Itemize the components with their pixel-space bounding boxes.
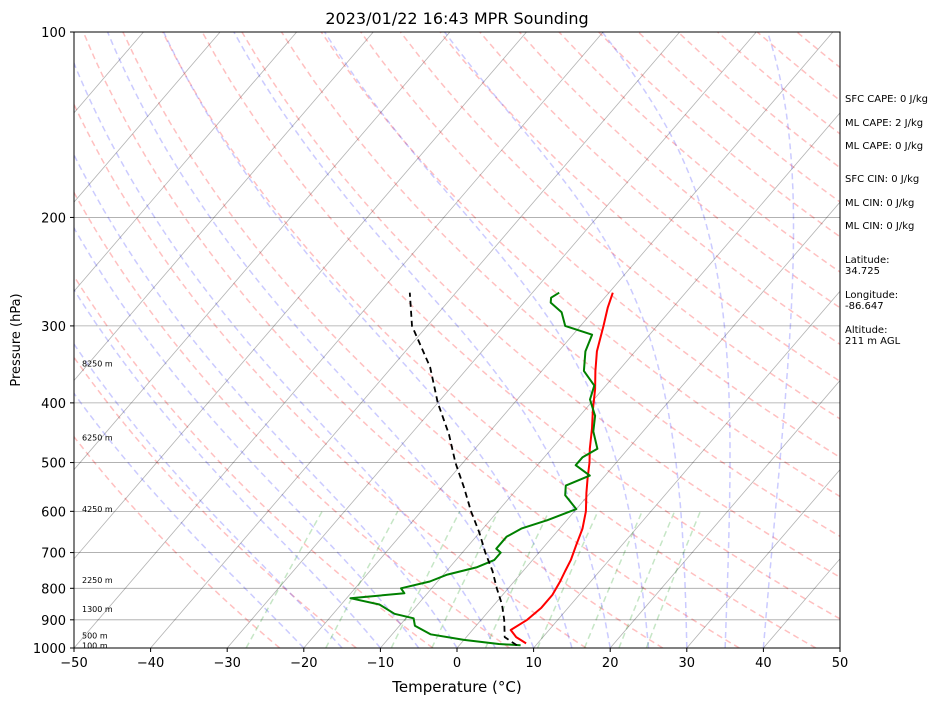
y-tick-label: 400: [41, 397, 66, 412]
mixing-ratio-line: [246, 511, 322, 648]
y-tick-label: 800: [41, 582, 66, 597]
ml-cin-text: ML CIN: 0 J/kg: [845, 198, 914, 209]
x-tick-label: −10: [367, 656, 394, 671]
ml-cape-text: ML CAPE: 2 J/kg: [845, 118, 923, 129]
isotherm-line: [227, 32, 756, 648]
mixing-ratio-line: [646, 511, 700, 648]
isotherm-line: [0, 32, 450, 648]
x-tick-label: 30: [679, 656, 696, 671]
longitude-text: Longitude: -86.647: [845, 290, 898, 312]
altitude-text: Altitude: 211 m AGL: [845, 325, 900, 347]
height-label: 8250 m: [82, 359, 113, 368]
x-tick-label: −20: [290, 656, 317, 671]
y-tick-label: 100: [41, 26, 66, 41]
y-tick-label: 900: [41, 614, 66, 629]
height-label: 6250 m: [82, 433, 113, 442]
y-tick-label: 300: [41, 320, 66, 335]
height-label: 1300 m: [82, 605, 113, 614]
moist-adiabat-line: [62, 32, 495, 648]
isotherm-line: [74, 32, 603, 648]
mixing-ratio-line: [391, 511, 460, 648]
moist-adiabat-line: [234, 32, 610, 648]
x-tick-label: −30: [213, 656, 240, 671]
dry-adiabat-line: [44, 32, 587, 648]
y-tick-label: 600: [41, 505, 66, 520]
dry-adiabat-line: [202, 32, 892, 648]
mixing-ratio-line: [538, 511, 598, 648]
isotherm-line: [380, 32, 909, 648]
y-tick-label: 500: [41, 457, 66, 472]
height-label: 100 m: [82, 641, 108, 650]
ml-cape-text-2: ML CAPE: 0 J/kg: [845, 141, 923, 152]
height-label: 500 m: [82, 632, 108, 641]
y-tick-label: 200: [41, 211, 66, 226]
x-tick-label: 50: [832, 656, 849, 671]
height-label: 2250 m: [82, 576, 113, 585]
moist-adiabat-line: [602, 32, 730, 648]
height-label: 4250 m: [82, 505, 113, 514]
latitude-text: Latitude: 34.725: [845, 255, 890, 277]
plot-frame: [74, 32, 840, 648]
chart-title: 2023/01/22 16:43 MPR Sounding: [325, 9, 588, 28]
x-tick-label: 20: [602, 656, 619, 671]
sfc-cape-text: SFC CAPE: 0 J/kg: [845, 94, 928, 105]
y-tick-label: 1000: [33, 642, 66, 657]
x-axis-label: Temperature (°C): [391, 678, 521, 696]
x-tick-label: 40: [755, 656, 772, 671]
x-tick-label: 0: [453, 656, 461, 671]
x-tick-label: 10: [525, 656, 542, 671]
isotherm-line: [0, 32, 220, 648]
x-tick-label: −50: [60, 656, 87, 671]
mixing-ratio-line: [432, 511, 498, 648]
dry-adiabat-line: [83, 32, 662, 648]
y-axis-label: Pressure (hPa): [9, 293, 24, 386]
x-tick-label: −40: [137, 656, 164, 671]
dewpoint-profile-line: [350, 293, 597, 646]
sfc-cin-text: SFC CIN: 0 J/kg: [845, 174, 919, 185]
ml-cin-text-2: ML CIN: 0 J/kg: [845, 221, 914, 232]
moist-adiabat-line: [164, 32, 572, 648]
y-tick-label: 700: [41, 547, 66, 562]
mixing-ratio-line: [326, 511, 398, 648]
